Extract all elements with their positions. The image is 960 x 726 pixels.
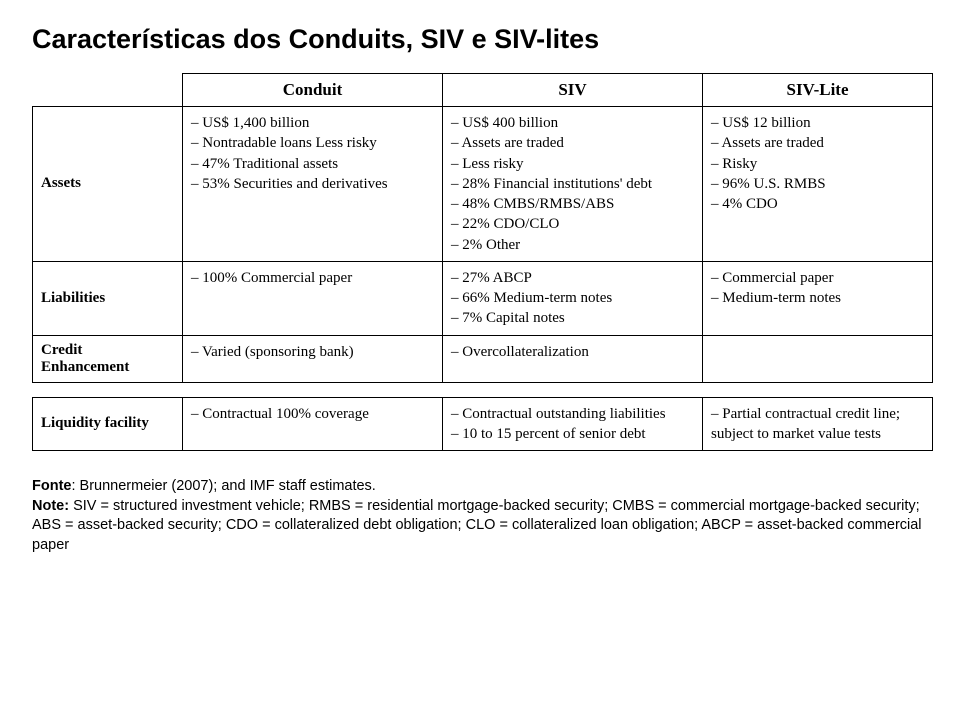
li: US$ 12 billion bbox=[711, 113, 924, 133]
li: 66% Medium-term notes bbox=[451, 288, 694, 308]
li: 7% Capital notes bbox=[451, 308, 694, 328]
cell-assets-conduit: US$ 1,400 billion Nontradable loans Less… bbox=[183, 107, 443, 262]
cell-liq-siv: Contractual outstanding liabilities 10 t… bbox=[443, 397, 703, 451]
li: 27% ABCP bbox=[451, 268, 694, 288]
cell-assets-sivlite: US$ 12 billion Assets are traded Risky 9… bbox=[703, 107, 933, 262]
col-header-conduit: Conduit bbox=[183, 74, 443, 107]
li: Contractual outstanding liabilities bbox=[451, 404, 694, 424]
cell-liab-siv: 27% ABCP 66% Medium-term notes 7% Capita… bbox=[443, 261, 703, 335]
row-label-credit: Credit Enhancement bbox=[33, 335, 183, 382]
characteristics-table: Conduit SIV SIV-Lite Assets US$ 1,400 bi… bbox=[32, 73, 933, 451]
note-label: Note: bbox=[32, 498, 69, 514]
li: 47% Traditional assets bbox=[191, 154, 434, 174]
page-title: Características dos Conduits, SIV e SIV-… bbox=[32, 24, 928, 55]
li: 53% Securities and derivatives bbox=[191, 174, 434, 194]
li: 48% CMBS/RMBS/ABS bbox=[451, 194, 694, 214]
note-text: SIV = structured investment vehicle; RMB… bbox=[32, 498, 922, 553]
li: Medium-term notes bbox=[711, 288, 924, 308]
li: US$ 1,400 billion bbox=[191, 113, 434, 133]
li: 22% CDO/CLO bbox=[451, 214, 694, 234]
row-label-liquidity: Liquidity facility bbox=[33, 397, 183, 451]
footer-notes: Fonte: Brunnermeier (2007); and IMF staf… bbox=[32, 477, 928, 555]
li: 4% CDO bbox=[711, 194, 924, 214]
cell-liab-sivlite: Commercial paper Medium-term notes bbox=[703, 261, 933, 335]
li: Partial contractual credit line; subject… bbox=[711, 404, 924, 445]
li: Varied (sponsoring bank) bbox=[191, 342, 434, 362]
li: Risky bbox=[711, 154, 924, 174]
cell-credit-conduit: Varied (sponsoring bank) bbox=[183, 335, 443, 382]
li: 96% U.S. RMBS bbox=[711, 174, 924, 194]
li: 100% Commercial paper bbox=[191, 268, 434, 288]
li: Less risky bbox=[451, 154, 694, 174]
row-label-liabilities: Liabilities bbox=[33, 261, 183, 335]
cell-credit-sivlite bbox=[703, 335, 933, 382]
li: 28% Financial institutions' debt bbox=[451, 174, 694, 194]
li: 10 to 15 percent of senior debt bbox=[451, 424, 694, 444]
col-header-siv: SIV bbox=[443, 74, 703, 107]
li: Commercial paper bbox=[711, 268, 924, 288]
cell-liq-sivlite: Partial contractual credit line; subject… bbox=[703, 397, 933, 451]
source-label: Fonte bbox=[32, 478, 71, 494]
cell-credit-siv: Overcollateralization bbox=[443, 335, 703, 382]
li: Assets are traded bbox=[711, 133, 924, 153]
li: 2% Other bbox=[451, 235, 694, 255]
cell-liab-conduit: 100% Commercial paper bbox=[183, 261, 443, 335]
cell-assets-siv: US$ 400 billion Assets are traded Less r… bbox=[443, 107, 703, 262]
row-label-assets: Assets bbox=[33, 107, 183, 262]
li: Nontradable loans Less risky bbox=[191, 133, 434, 153]
li: Overcollateralization bbox=[451, 342, 694, 362]
cell-liq-conduit: Contractual 100% coverage bbox=[183, 397, 443, 451]
source-text: : Brunnermeier (2007); and IMF staff est… bbox=[71, 478, 375, 494]
col-header-sivlite: SIV-Lite bbox=[703, 74, 933, 107]
li: Contractual 100% coverage bbox=[191, 404, 434, 424]
li: Assets are traded bbox=[451, 133, 694, 153]
li: US$ 400 billion bbox=[451, 113, 694, 133]
